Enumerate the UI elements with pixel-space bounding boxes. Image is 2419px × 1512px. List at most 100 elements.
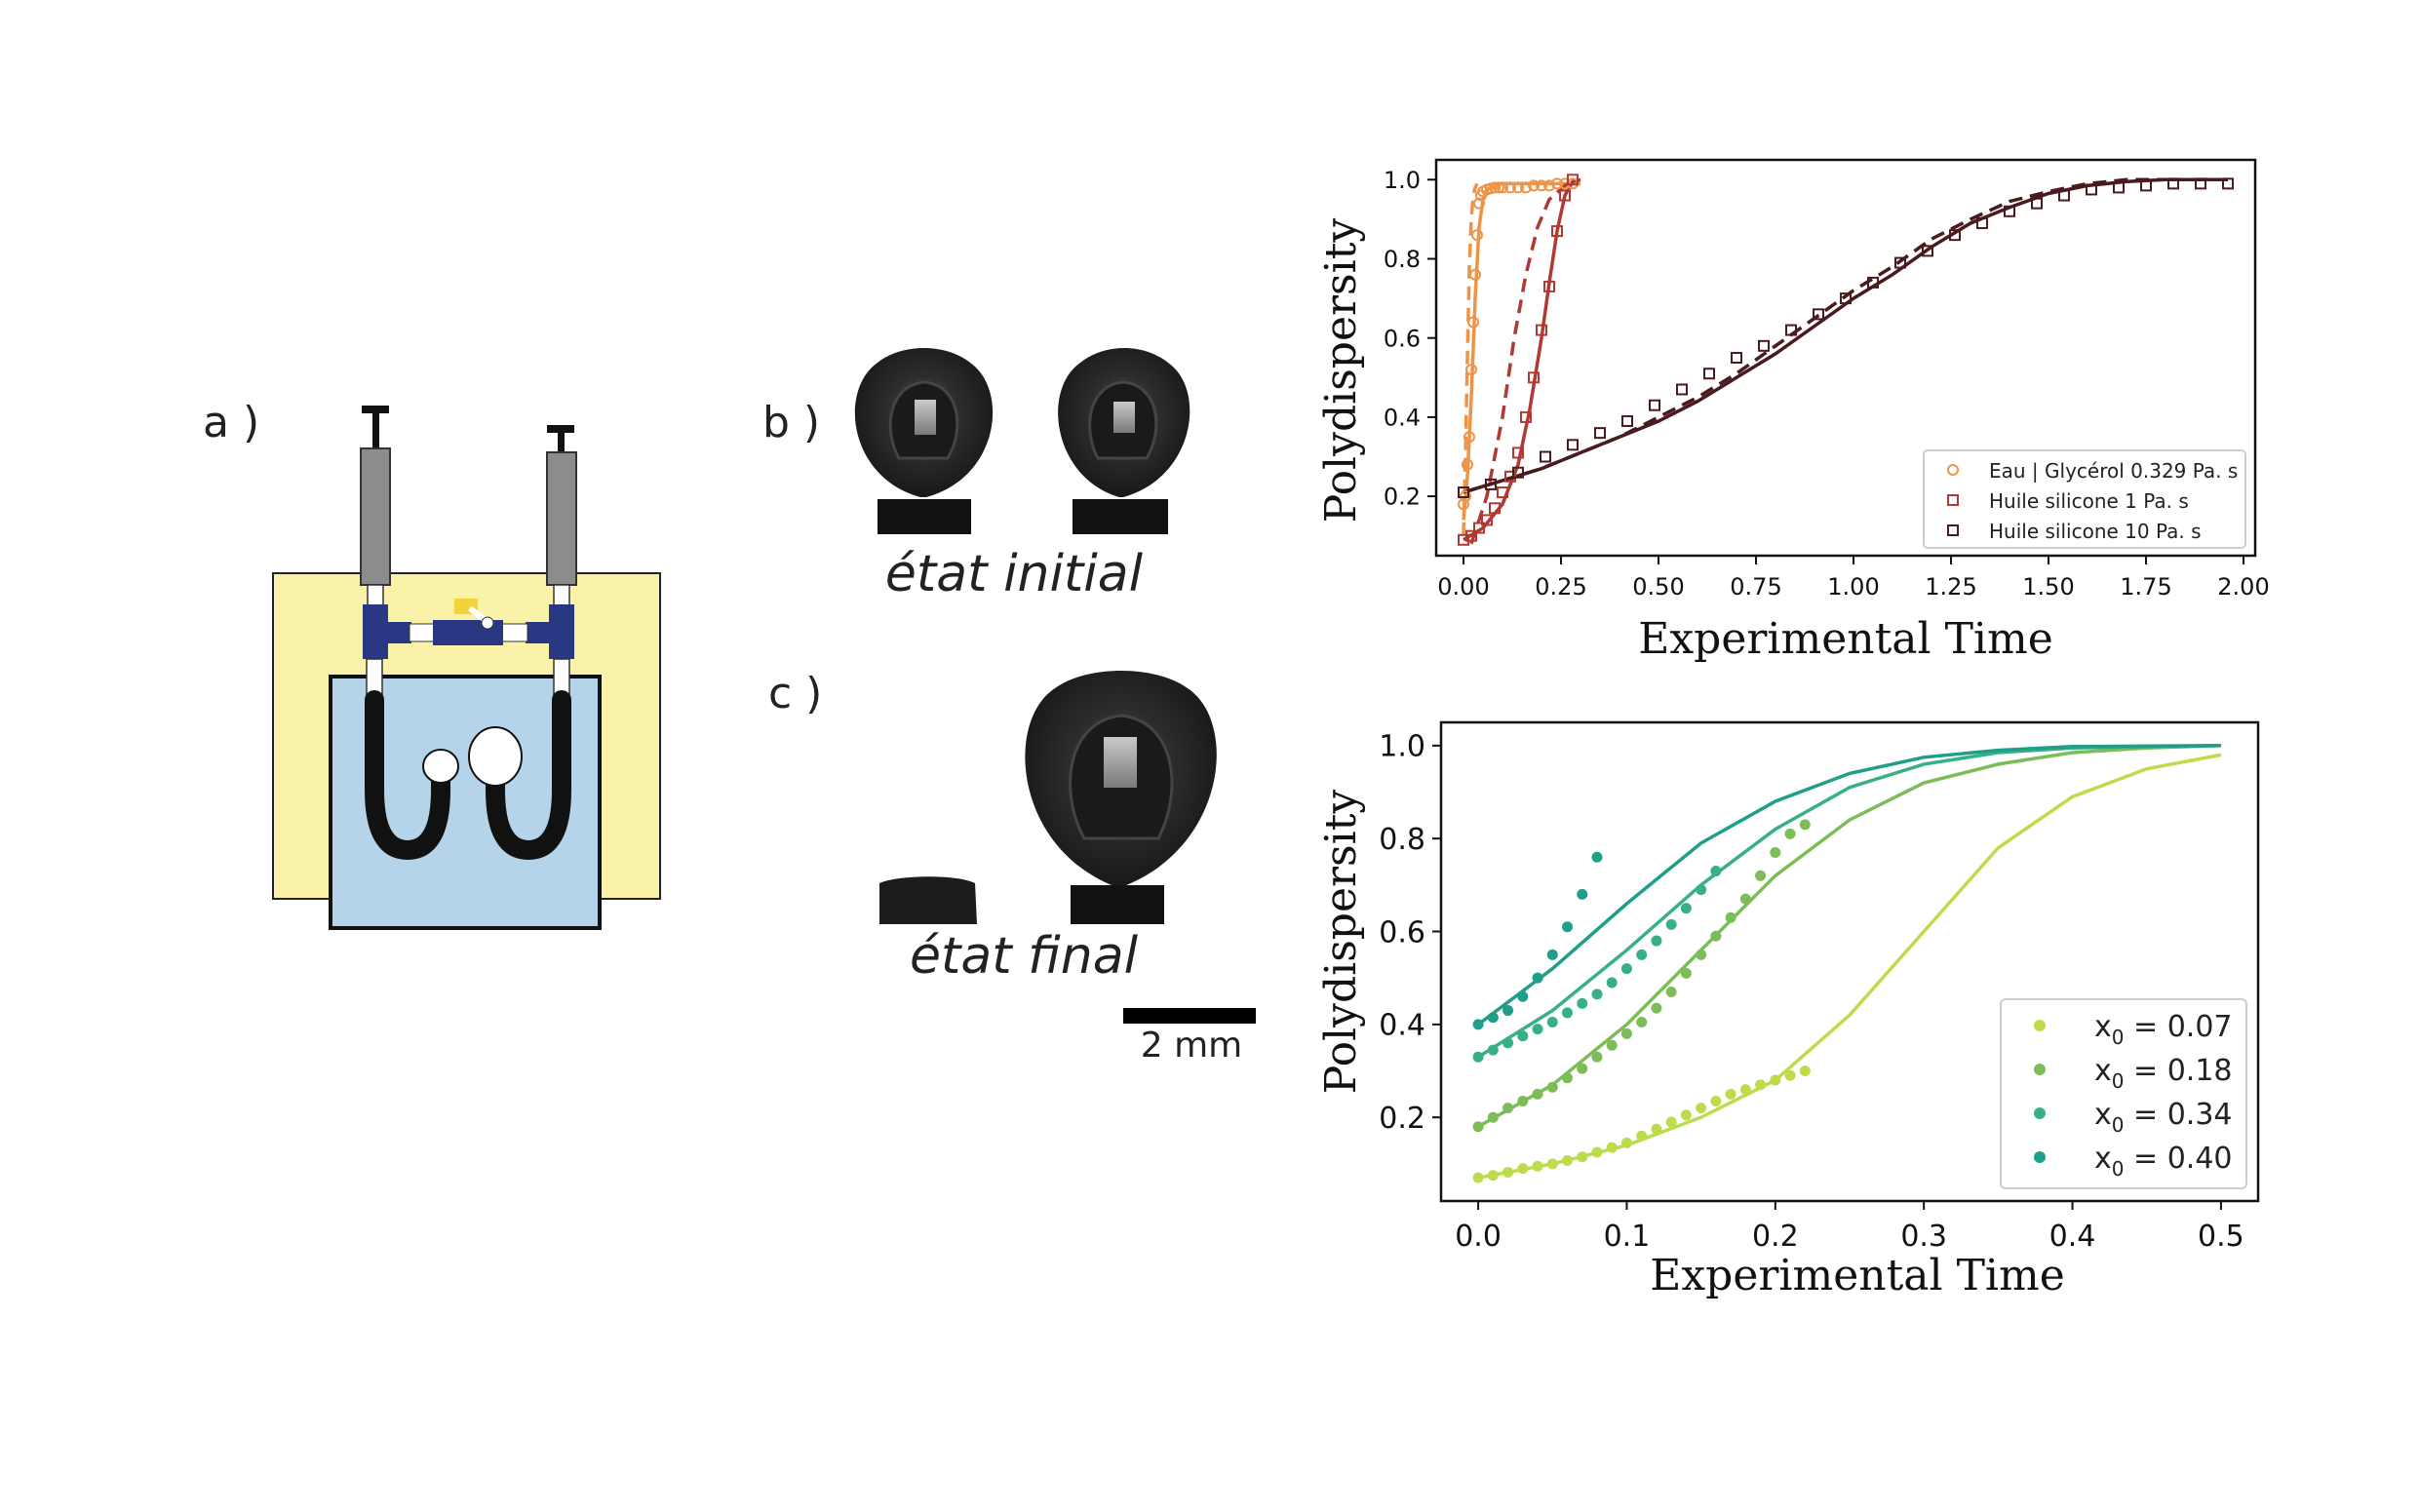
data-point <box>1676 383 1688 396</box>
data-point <box>1502 1005 1514 1017</box>
legend-value: = 0.34 <box>2125 1098 2233 1132</box>
chart-1-points <box>1458 174 2234 546</box>
fit-line-dashed <box>1463 177 2228 494</box>
data-point <box>1651 1123 1662 1135</box>
data-point <box>1528 371 1540 384</box>
data-point <box>1517 990 1529 1002</box>
legend-label: x0 = 0.40 <box>2094 1142 2233 1181</box>
legend-label: Huile silicone 10 Pa. s <box>1989 520 2202 543</box>
data-point <box>1562 1072 1574 1084</box>
chart-2-legend-box <box>2000 998 2247 1189</box>
chart-1-xlabel: Experimental Time <box>1638 614 2053 664</box>
fit-line-dashed <box>1462 182 1479 536</box>
data-point <box>1551 225 1563 238</box>
legend-marker <box>2034 1020 2046 1031</box>
data-point <box>1710 866 1722 877</box>
data-point <box>1621 414 1633 427</box>
data-point <box>1497 181 1508 194</box>
data-point <box>1532 1024 1543 1035</box>
legend-subscript: 0 <box>2112 1026 2125 1049</box>
data-point <box>1504 181 1516 194</box>
data-point <box>1976 216 1988 229</box>
data-point <box>2113 181 2125 194</box>
data-point <box>1696 884 1707 896</box>
data-point <box>1922 245 1933 257</box>
data-point <box>1651 935 1662 947</box>
data-point <box>1591 989 1603 1000</box>
data-point <box>1462 458 1473 471</box>
chart-2-frame <box>1439 720 2260 1203</box>
legend-label: Huile silicone 1 Pa. s <box>1989 489 2189 513</box>
data-point <box>1473 522 1485 534</box>
data-point <box>1502 1103 1514 1114</box>
chart-initial-fraction: 0.0 0.1 0.2 0.3 0.4 0.5 0.2 0.4 0.6 0.8 1.0 Experi… <box>1316 720 2260 1300</box>
legend-subscript: 0 <box>2112 1069 2125 1093</box>
chart-1-ylabel: Polydispersity <box>1316 218 1366 523</box>
legend-symbol: x <box>2094 1142 2112 1176</box>
y-tick-label: 0.4 <box>1384 405 1421 432</box>
data-point <box>1487 1044 1499 1056</box>
data-point <box>1469 268 1481 281</box>
data-point <box>1502 1037 1514 1049</box>
data-point <box>1562 1007 1574 1019</box>
data-point <box>1465 529 1477 542</box>
chart-2-fit-lines <box>1477 744 2222 1180</box>
data-point <box>1577 888 1588 900</box>
data-point <box>1472 1019 1484 1030</box>
data-point <box>2031 197 2043 210</box>
chart-1-ticks: 0.00 0.25 0.50 0.75 1.00 1.25 1.50 1.75 2.00 0.2 0… <box>1384 167 2270 601</box>
panel-a: a ) <box>203 398 661 930</box>
data-point <box>2058 189 2070 202</box>
data-point <box>1651 1002 1662 1014</box>
data-point <box>1894 256 1906 269</box>
data-point <box>1591 1051 1603 1063</box>
data-point <box>1591 1146 1603 1158</box>
data-point <box>2195 177 2206 190</box>
data-point <box>1472 1121 1484 1133</box>
data-point <box>1758 339 1770 352</box>
data-point <box>1465 364 1477 376</box>
data-point <box>1520 410 1532 423</box>
legend-marker <box>1947 494 1959 506</box>
data-point <box>1567 174 1579 186</box>
x-tick-label: 0.1 <box>1604 1220 1651 1254</box>
data-point <box>1532 1160 1543 1172</box>
legend-value: = 0.18 <box>2125 1054 2233 1088</box>
x-tick-label: 0.00 <box>1437 573 1489 601</box>
y-tick-label: 0.2 <box>1379 1102 1425 1136</box>
x-tick-label: 1.00 <box>1827 573 1879 601</box>
x-tick-label: 0.75 <box>1730 573 1781 601</box>
data-point <box>1463 431 1475 444</box>
data-point <box>1517 1163 1529 1175</box>
y-tick-label: 0.8 <box>1384 246 1421 273</box>
legend-marker <box>2034 1107 2046 1119</box>
data-point <box>1472 1172 1484 1183</box>
data-point <box>1485 478 1497 490</box>
data-point <box>1577 1151 1588 1163</box>
x-tick-label: 1.25 <box>1925 573 1976 601</box>
data-point <box>1562 921 1574 933</box>
data-point <box>1546 1016 1558 1027</box>
bubble-large <box>468 726 523 787</box>
panel-b: b ) état initial <box>762 348 1190 603</box>
data-point <box>1497 486 1508 499</box>
data-point <box>1467 316 1479 329</box>
data-point <box>1606 1142 1618 1153</box>
data-point <box>1665 986 1677 997</box>
data-point <box>1512 466 1524 479</box>
data-point <box>1665 918 1677 930</box>
y-tick-label: 0.8 <box>1379 823 1425 857</box>
chart-1-legend-box <box>1923 449 2246 549</box>
legend-subscript: 0 <box>2112 1157 2125 1181</box>
data-point <box>1577 1063 1588 1074</box>
data-point <box>1517 1030 1529 1042</box>
data-point <box>1546 1158 1558 1170</box>
y-tick-label: 1.0 <box>1379 730 1425 764</box>
panel-c-label: c ) <box>768 669 822 718</box>
data-point <box>1949 229 1961 242</box>
y-tick-label: 0.6 <box>1379 915 1425 950</box>
data-point <box>1739 1084 1751 1096</box>
chart-2-ticks: 0.0 0.1 0.2 0.3 0.4 0.5 0.2 0.4 0.6 0.8 1.0 <box>1379 730 2243 1254</box>
droplet-final-right <box>1025 671 1217 924</box>
